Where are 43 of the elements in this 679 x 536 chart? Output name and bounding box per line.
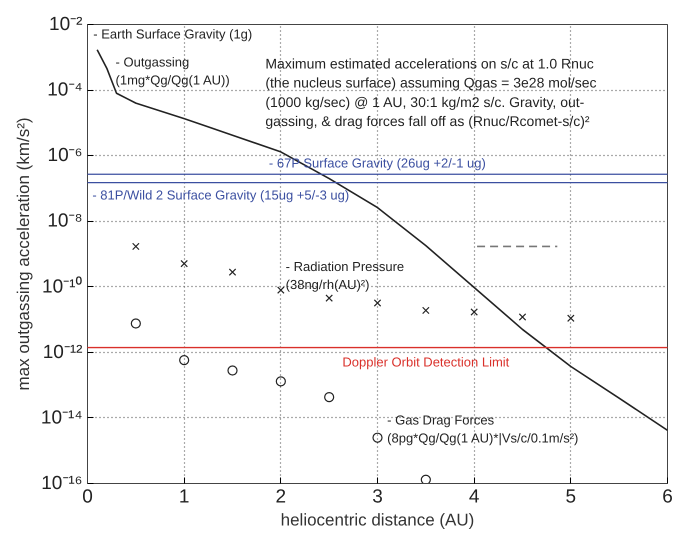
point <box>276 376 286 386</box>
point <box>518 313 526 321</box>
point <box>567 314 575 322</box>
annotation: Maximum estimated accelerations on s/c at 1.0 Rnuc (the nucleus surface) assuming Qgas = 3e28 mol/sec (1000 kg/sec) @ 1 AU, 30:1 kg/m2 s/c. Gravity, out-gassing, & drag forces fall off as (Rnuc/Rcomet-s/c)² <box>265 56 596 130</box>
x-tick-label: 1 <box>178 486 190 508</box>
x-tick-label: 0 <box>82 486 93 508</box>
point <box>130 318 141 329</box>
point <box>422 306 430 314</box>
ref-line-label: Doppler Orbit Detection Limit <box>342 354 510 370</box>
point <box>180 260 188 268</box>
annotation: - Outgassing (1mg*Qg/Qg(1 AU)) <box>116 54 230 88</box>
point <box>179 355 190 366</box>
annotation: - Earth Surface Gravity (1g) <box>93 26 252 42</box>
x-tick-label: 4 <box>468 486 480 508</box>
ref-line-label: - 81P/Wild 2 Surface Gravity (15ug +5/-3 ug) <box>92 188 350 203</box>
point <box>277 286 285 294</box>
y-tick-label: 10⁻¹⁶ <box>41 473 83 494</box>
x-axis-title: heliocentric distance (AU) <box>280 510 474 530</box>
point <box>470 308 478 316</box>
x-tick-label: 3 <box>372 486 383 508</box>
point <box>420 474 431 484</box>
point <box>227 365 238 376</box>
annotation: - Gas Drag Forces (8pg*Qg/Qg(1 AU)*|Vs/c/0.1m/s²) <box>387 412 578 446</box>
annotation: - Radiation Pressure (38ng/rh(AU)²) <box>286 259 404 292</box>
y-tick-label: 10⁻⁶ <box>48 145 83 166</box>
y-tick-label: 10⁻⁴ <box>47 80 83 101</box>
y-tick-label: 10⁻¹⁴ <box>40 407 82 428</box>
x-tick-label: 2 <box>276 486 286 508</box>
point <box>228 268 236 276</box>
point <box>374 299 382 307</box>
point <box>132 242 140 250</box>
y-tick-label: 10⁻² <box>49 14 83 35</box>
ref-line-label: - 67P Surface Gravity (26ug +2/-1 ug) <box>268 155 486 170</box>
point <box>372 432 383 443</box>
point <box>325 294 333 302</box>
y-tick-label: 10⁻⁸ <box>47 210 83 232</box>
line-series <box>96 48 668 432</box>
point <box>324 392 334 402</box>
y-tick-label: 10⁻¹⁰ <box>42 275 83 298</box>
y-axis-title: max outgassing acceleration (km/s²) <box>14 117 33 391</box>
y-tick-label: 10⁻¹² <box>42 342 83 363</box>
x-tick-label: 5 <box>566 486 576 508</box>
x-tick-label: 6 <box>662 486 673 508</box>
